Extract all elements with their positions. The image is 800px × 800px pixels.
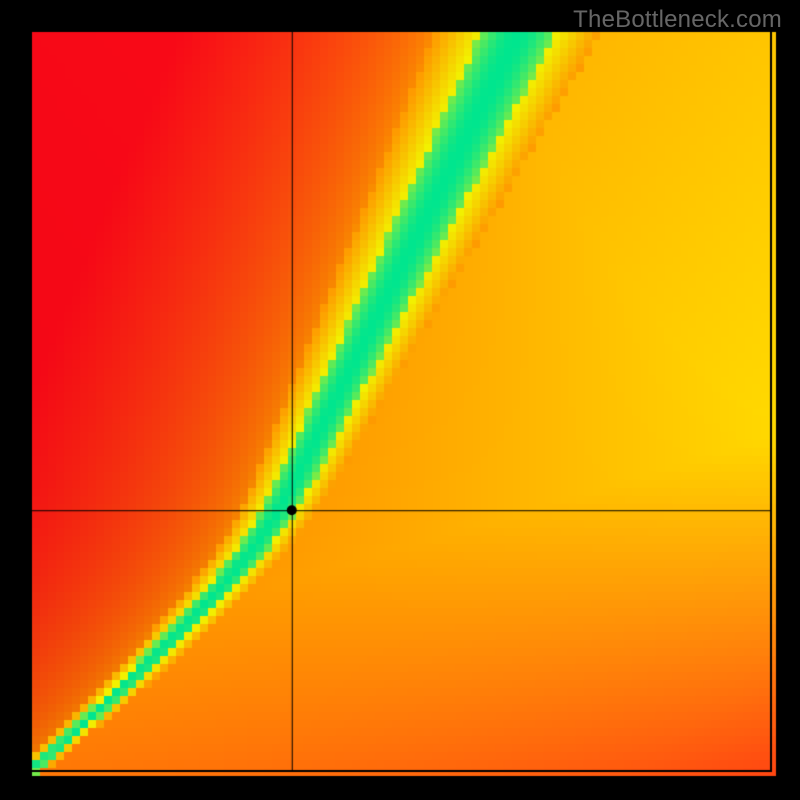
watermark-text: TheBottleneck.com	[573, 6, 782, 34]
bottleneck-heatmap	[0, 0, 800, 800]
